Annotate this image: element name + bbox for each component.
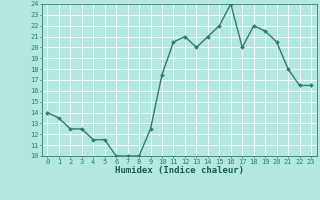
X-axis label: Humidex (Indice chaleur): Humidex (Indice chaleur): [115, 166, 244, 175]
